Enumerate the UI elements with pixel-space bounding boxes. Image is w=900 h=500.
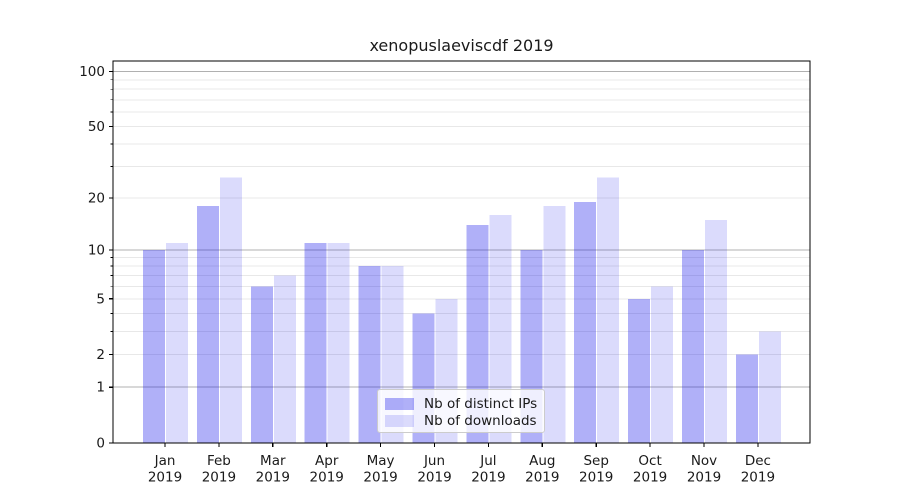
legend-item-downloads: Nb of downloads: [378, 412, 544, 429]
legend-label-distinct-ips: Nb of distinct IPs: [424, 395, 538, 412]
x-tick-label-mar: Mar 2019: [256, 453, 290, 486]
bar-may-distinct-ips: [358, 266, 381, 443]
bar-jul-distinct-ips: [466, 224, 489, 443]
legend: Nb of distinct IPs Nb of downloads: [377, 389, 545, 433]
y-tick-label: 1: [96, 380, 105, 396]
legend-swatch-distinct-ips: [385, 397, 414, 410]
bar-apr-downloads: [327, 242, 350, 443]
y-tick-label: 20: [88, 190, 105, 206]
bar-oct-downloads: [651, 286, 674, 443]
y-tick-label: 0: [96, 436, 105, 452]
x-tick-label-may: May 2019: [363, 453, 397, 486]
bar-jan-distinct-ips: [143, 249, 165, 443]
bar-oct-distinct-ips: [628, 298, 651, 443]
y-tick-label: 5: [96, 291, 105, 307]
bar-sep-distinct-ips: [574, 201, 597, 443]
bar-jul-downloads: [489, 214, 512, 443]
legend-item-distinct-ips: Nb of distinct IPs: [378, 395, 544, 412]
x-tick-label-jul: Jul 2019: [471, 453, 505, 486]
legend-label-downloads: Nb of downloads: [424, 412, 537, 429]
x-tick-label-oct: Oct 2019: [633, 453, 667, 486]
x-tick-label-sep: Sep 2019: [579, 453, 613, 486]
x-tick-label-nov: Nov 2019: [687, 453, 721, 486]
bar-jan-downloads: [166, 242, 188, 443]
bar-dec-distinct-ips: [735, 354, 758, 443]
bar-nov-downloads: [705, 219, 727, 443]
bar-feb-downloads: [219, 177, 242, 443]
bar-sep-downloads: [597, 177, 620, 443]
legend-swatch-downloads: [385, 414, 414, 427]
bar-feb-distinct-ips: [196, 205, 219, 443]
bar-mar-downloads: [273, 275, 296, 443]
y-tick-label: 2: [96, 347, 105, 363]
bar-dec-downloads: [758, 331, 781, 443]
bar-mar-distinct-ips: [250, 286, 273, 443]
x-tick-label-aug: Aug 2019: [525, 453, 559, 486]
bar-aug-downloads: [543, 205, 566, 443]
y-tick-label: 100: [79, 64, 105, 80]
bar-apr-distinct-ips: [304, 242, 327, 443]
x-tick-label-feb: Feb 2019: [202, 453, 236, 486]
y-tick-label: 50: [88, 119, 105, 135]
chart-title: xenopuslaeviscdf 2019: [369, 36, 554, 55]
x-tick-label-dec: Dec 2019: [741, 453, 775, 486]
y-tick-label: 10: [88, 242, 105, 258]
x-tick-label-apr: Apr 2019: [310, 453, 344, 486]
plot-frame: [112, 60, 811, 444]
bar-nov-distinct-ips: [682, 249, 704, 443]
x-tick-label-jun: Jun 2019: [417, 453, 451, 486]
x-tick-label-jan: Jan 2019: [148, 453, 182, 486]
